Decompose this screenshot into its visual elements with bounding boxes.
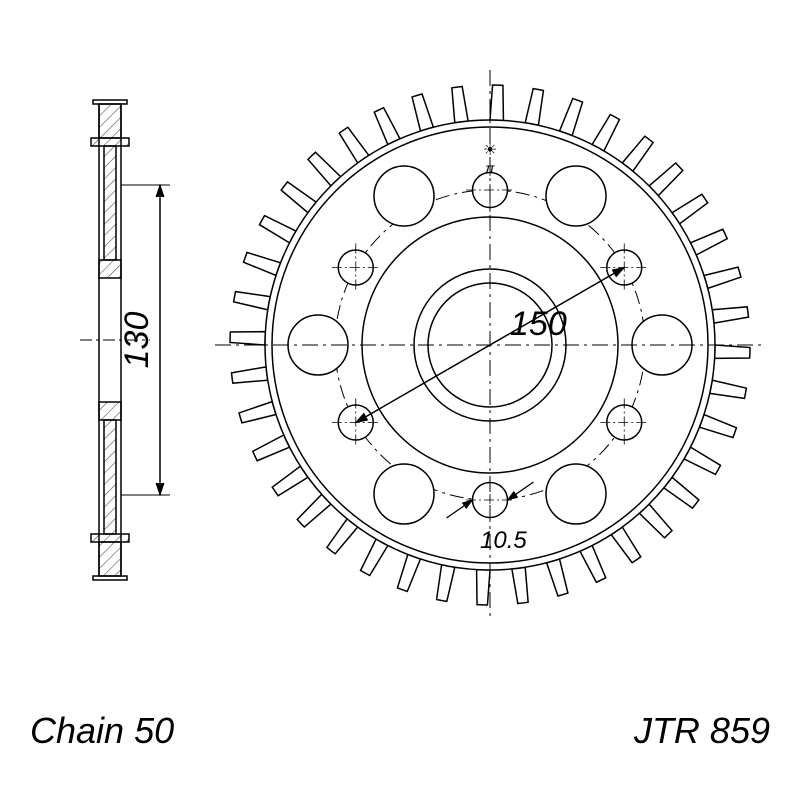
side-view: 130 — [80, 100, 170, 580]
svg-text:☀: ☀ — [483, 142, 497, 159]
technical-drawing: 130 ☀π 150 10.5 — [0, 0, 800, 800]
chain-label: Chain 50 — [30, 710, 174, 752]
svg-text:150: 150 — [510, 305, 567, 343]
svg-text:10.5: 10.5 — [480, 527, 527, 554]
svg-text:130: 130 — [118, 312, 156, 369]
part-label: JTR 859 — [634, 710, 770, 752]
svg-text:π: π — [485, 160, 495, 176]
front-view: ☀π 150 10.5 — [215, 70, 765, 620]
